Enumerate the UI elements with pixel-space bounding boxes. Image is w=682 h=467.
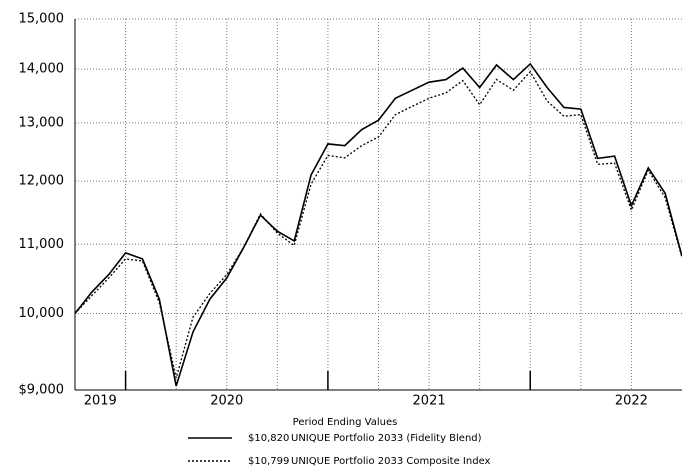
- legend-title: Period Ending Values: [293, 417, 398, 428]
- y-tick-label: 13,000: [19, 115, 65, 130]
- y-tick-label: 12,000: [19, 174, 65, 189]
- legend-value: $10,820: [248, 433, 289, 444]
- y-tick-label: 14,000: [19, 62, 65, 77]
- legend-label: UNIQUE Portfolio 2033 Composite Index: [291, 456, 491, 467]
- x-tick-label: 2020: [210, 394, 243, 409]
- legend-label: UNIQUE Portfolio 2033 (Fidelity Blend): [291, 433, 482, 444]
- y-tick-label: 15,000: [19, 12, 65, 27]
- x-tick-label: 2022: [615, 394, 648, 409]
- legend-value: $10,799: [248, 456, 289, 467]
- series-line: [74, 62, 682, 387]
- x-tick-label: 2021: [413, 394, 446, 409]
- y-tick-label: $9,000: [19, 383, 65, 398]
- y-tick-label: 11,000: [19, 237, 65, 252]
- y-tick-label: 10,000: [19, 306, 65, 321]
- series-line: [74, 70, 682, 379]
- x-tick-label: 2019: [84, 394, 117, 409]
